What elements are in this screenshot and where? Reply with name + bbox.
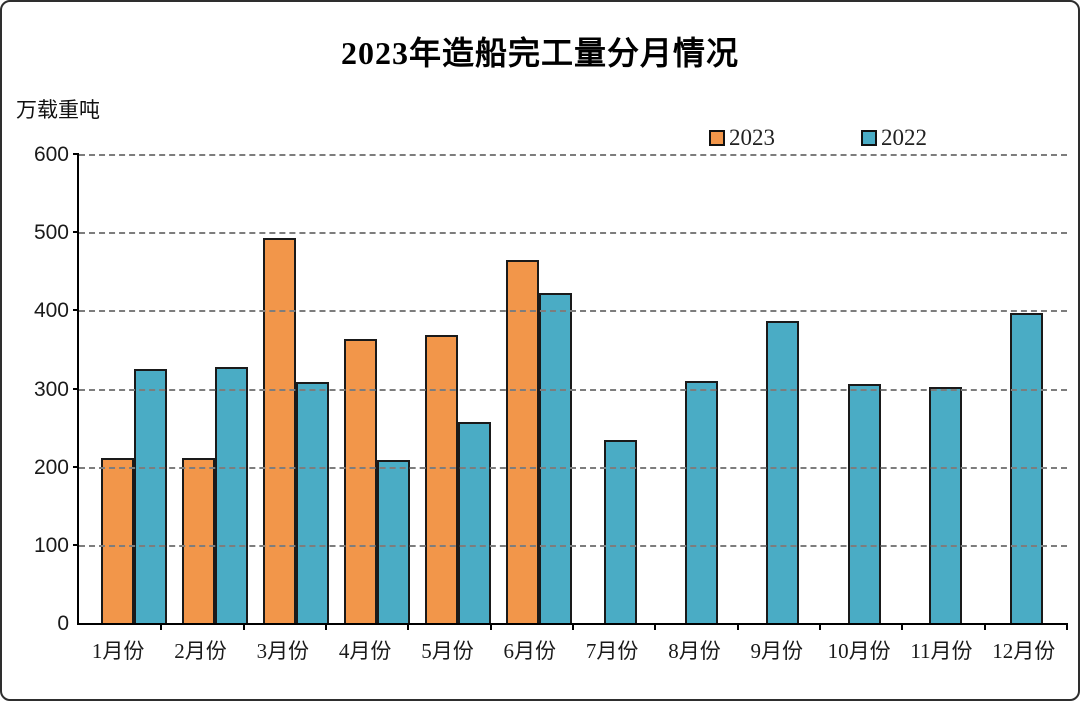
x-axis-label-4月份: 4月份: [338, 639, 392, 663]
y-tick-200: [73, 465, 79, 468]
y-tick-100: [73, 543, 79, 546]
x-axis-label-1月份: 1月份: [91, 639, 145, 663]
bar-2022-5月份: [458, 422, 492, 623]
bar-2022-4月份: [377, 459, 411, 623]
x-tick-7: [654, 623, 657, 630]
x-axis-label-6月份: 6月份: [503, 639, 557, 663]
x-tick-8: [736, 623, 739, 630]
bar-2022-7月份: [604, 440, 638, 623]
plot-area: 0 100 200 300 400 500 600: [34, 144, 1068, 634]
y-axis-label-200: 200: [33, 455, 69, 479]
y-tick-400: [73, 309, 79, 312]
gridline-100: [79, 544, 1067, 547]
bar-group-8月份: [661, 154, 742, 623]
legend-label-2023: 2023: [729, 125, 775, 150]
gridline-200: [79, 466, 1067, 469]
y-tick-300: [73, 387, 79, 390]
legend: 2023 2022: [709, 126, 927, 149]
bar-group-7月份: [580, 154, 661, 623]
gridline-600: [79, 154, 1067, 156]
gridline-400: [79, 310, 1067, 313]
x-tick-6: [572, 623, 574, 630]
x-axis-label-9月份: 9月份: [750, 639, 804, 663]
x-axis-label-7月份: 7月份: [585, 639, 639, 663]
bar-group-10月份: [824, 154, 905, 623]
bar-group-9月份: [742, 154, 823, 623]
bar-2023-3月份: [262, 237, 296, 623]
x-tick-1: [160, 623, 163, 630]
bar-2022-11月份: [928, 386, 962, 623]
x-tick-9: [819, 623, 821, 630]
bar-2023-6月份: [506, 259, 540, 623]
legend-item-2023: 2023: [709, 126, 775, 149]
x-axis-label-5月份: 5月份: [421, 639, 474, 663]
bar-2023-4月份: [344, 339, 378, 623]
bar-group-11月份: [905, 154, 986, 623]
bar-2022-2月份: [214, 367, 248, 623]
chart-title: 2023年造船完工量分月情况: [340, 35, 739, 71]
gridline-500: [79, 232, 1067, 235]
y-axis-label-500: 500: [33, 221, 69, 245]
legend-swatch-2023: [709, 129, 725, 146]
y-axis-label-100: 100: [33, 533, 69, 557]
bar-2022-9月份: [766, 321, 800, 623]
bar-2022-6月份: [539, 293, 573, 623]
bars-layer: [93, 154, 1067, 623]
bar-2022-8月份: [685, 381, 719, 623]
bar-group-1月份: [93, 154, 174, 623]
bar-2022-10月份: [847, 383, 881, 623]
bar-2023-5月份: [425, 335, 459, 623]
x-axis-label-2月份: 2月份: [174, 639, 227, 663]
y-axis-label-300: 300: [33, 377, 69, 401]
x-tick-5: [489, 623, 492, 630]
legend-label-2022: 2022: [881, 125, 927, 150]
y-tick-500: [73, 231, 79, 234]
x-tick-4: [407, 623, 410, 630]
legend-item-2022: 2022: [861, 126, 927, 149]
x-tick-12: [1066, 623, 1068, 630]
y-axis-label-0: 0: [57, 612, 69, 635]
y-axis-label-600: 600: [33, 143, 69, 166]
legend-swatch-2022: [861, 129, 877, 146]
x-axis-labels: 1月份 2月份 3月份 4月份 5月份 6月份 7月份 8月份 9月份 10月份 11月份 12月份: [77, 635, 1065, 665]
gridline-300: [79, 388, 1067, 391]
x-tick-10: [901, 623, 904, 630]
bar-2022-3月份: [295, 382, 329, 623]
x-tick-11: [983, 623, 986, 630]
x-axis-label-8月份: 8月份: [668, 639, 721, 663]
bar-group-5月份: [418, 154, 499, 623]
bar-2023-2月份: [181, 458, 215, 623]
bar-group-6月份: [499, 154, 580, 623]
bar-group-3月份: [255, 154, 336, 623]
bar-group-2月份: [174, 154, 255, 623]
y-axis-label-400: 400: [33, 299, 69, 323]
y-axis-unit-label: 万载重吨: [16, 98, 100, 122]
bar-group-4月份: [337, 154, 418, 623]
x-axis-label-11月份: 11月份: [910, 639, 973, 663]
y-tick-600: [73, 153, 79, 155]
bar-2023-1月份: [100, 458, 134, 623]
x-tick-3: [325, 623, 327, 630]
bar-2022-1月份: [133, 368, 167, 623]
x-axis-label-10月份: 10月份: [827, 639, 891, 663]
x-tick-2: [242, 623, 245, 630]
x-axis-label-3月份: 3月份: [256, 639, 310, 663]
x-axis-label-12月份: 12月份: [992, 639, 1056, 663]
